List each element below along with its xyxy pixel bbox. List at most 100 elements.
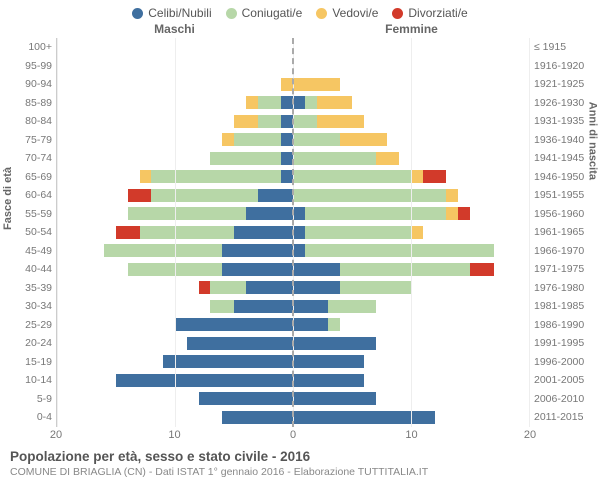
bar-segment	[246, 96, 258, 109]
male-bar	[57, 355, 293, 368]
legend-label: Vedovi/e	[332, 6, 378, 20]
birth-tick: 1956-1960	[534, 205, 592, 224]
x-tick: 10	[168, 429, 180, 441]
bar-segment	[423, 170, 447, 183]
birth-tick: 1966-1970	[534, 242, 592, 261]
age-tick: 50-54	[8, 223, 56, 242]
x-axis-ticks: 201001020	[56, 429, 530, 443]
age-tick: 40-44	[8, 260, 56, 279]
female-bar	[293, 244, 529, 257]
age-tick: 100+	[8, 38, 56, 57]
birth-tick: 2001-2005	[534, 371, 592, 390]
header-male: Maschi	[56, 22, 293, 36]
male-bar	[57, 337, 293, 350]
legend-item: Coniugati/e	[226, 6, 303, 20]
male-bar	[57, 152, 293, 165]
birth-tick: 2011-2015	[534, 408, 592, 427]
bar-segment	[258, 96, 282, 109]
y-axis-label-left: Fasce di età	[2, 167, 14, 230]
bar-segment	[293, 355, 364, 368]
female-bar	[293, 96, 529, 109]
bar-segment	[163, 355, 293, 368]
bar-segment	[234, 300, 293, 313]
bar-segment	[234, 115, 258, 128]
bar-segment	[340, 133, 387, 146]
birth-tick: 1986-1990	[534, 316, 592, 335]
female-bar	[293, 152, 529, 165]
chart-title: Popolazione per età, sesso e stato civil…	[10, 449, 590, 464]
birth-tick: 1951-1955	[534, 186, 592, 205]
bar-segment	[470, 263, 494, 276]
bar-segment	[411, 170, 423, 183]
birth-tick: 1931-1935	[534, 112, 592, 131]
age-tick: 25-29	[8, 316, 56, 335]
age-tick: 45-49	[8, 242, 56, 261]
age-tick: 75-79	[8, 131, 56, 150]
birth-tick: 1916-1920	[534, 57, 592, 76]
bar-segment	[458, 207, 470, 220]
female-bar	[293, 78, 529, 91]
bar-segment	[305, 244, 494, 257]
male-bar	[57, 59, 293, 72]
female-bar	[293, 300, 529, 313]
bar-segment	[317, 96, 352, 109]
age-tick: 0-4	[8, 408, 56, 427]
bar-segment	[222, 411, 293, 424]
female-bar	[293, 115, 529, 128]
male-bar	[57, 392, 293, 405]
bar-segment	[128, 189, 152, 202]
male-bar	[57, 133, 293, 146]
x-tick: 10	[405, 429, 417, 441]
bar-segment	[293, 226, 305, 239]
female-bar	[293, 170, 529, 183]
age-tick: 15-19	[8, 353, 56, 372]
x-tick: 20	[524, 429, 536, 441]
y-axis-right: ≤ 19151916-19201921-19251926-19301931-19…	[530, 38, 592, 427]
legend-label: Divorziati/e	[408, 6, 467, 20]
bar-segment	[175, 318, 293, 331]
female-bar	[293, 207, 529, 220]
male-bar	[57, 115, 293, 128]
bar-segment	[411, 226, 423, 239]
population-pyramid-chart: Celibi/NubiliConiugati/eVedovi/eDivorzia…	[0, 0, 600, 443]
header-female: Femmine	[293, 22, 530, 36]
bar-segment	[340, 281, 411, 294]
x-tick: 0	[290, 429, 296, 441]
bar-segment	[293, 281, 340, 294]
bar-segment	[234, 133, 281, 146]
bar-segment	[187, 337, 293, 350]
bar-segment	[305, 96, 317, 109]
bar-segment	[293, 318, 328, 331]
birth-tick: 1996-2000	[534, 353, 592, 372]
age-tick: 70-74	[8, 149, 56, 168]
bar-segment	[210, 152, 281, 165]
bar-segment	[222, 263, 293, 276]
bar-segment	[293, 300, 328, 313]
legend-swatch	[316, 8, 327, 19]
x-axis: 20 10 0 10 20	[8, 429, 592, 443]
female-bar	[293, 226, 529, 239]
female-bar	[293, 263, 529, 276]
male-bar	[57, 263, 293, 276]
bar-segment	[293, 263, 340, 276]
bar-segment	[293, 207, 305, 220]
birth-tick: ≤ 1915	[534, 38, 592, 57]
bar-segment	[293, 337, 376, 350]
female-bar	[293, 189, 529, 202]
legend-swatch	[132, 8, 143, 19]
bar-segment	[128, 263, 222, 276]
bar-segment	[104, 244, 222, 257]
male-bar	[57, 374, 293, 387]
chart-subtitle: COMUNE DI BRIAGLIA (CN) - Dati ISTAT 1° …	[10, 466, 590, 478]
bar-segment	[199, 281, 211, 294]
male-bar	[57, 41, 293, 54]
birth-tick: 1981-1985	[534, 297, 592, 316]
bar-segment	[293, 133, 340, 146]
bar-segment	[328, 300, 375, 313]
male-bar	[57, 170, 293, 183]
male-bar	[57, 411, 293, 424]
female-bar	[293, 392, 529, 405]
birth-tick: 1971-1975	[534, 260, 592, 279]
grid-line	[529, 38, 530, 427]
x-tick: 20	[50, 429, 62, 441]
